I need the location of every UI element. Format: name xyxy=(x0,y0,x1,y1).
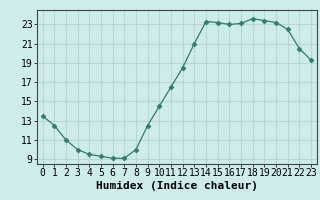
X-axis label: Humidex (Indice chaleur): Humidex (Indice chaleur) xyxy=(96,181,258,191)
